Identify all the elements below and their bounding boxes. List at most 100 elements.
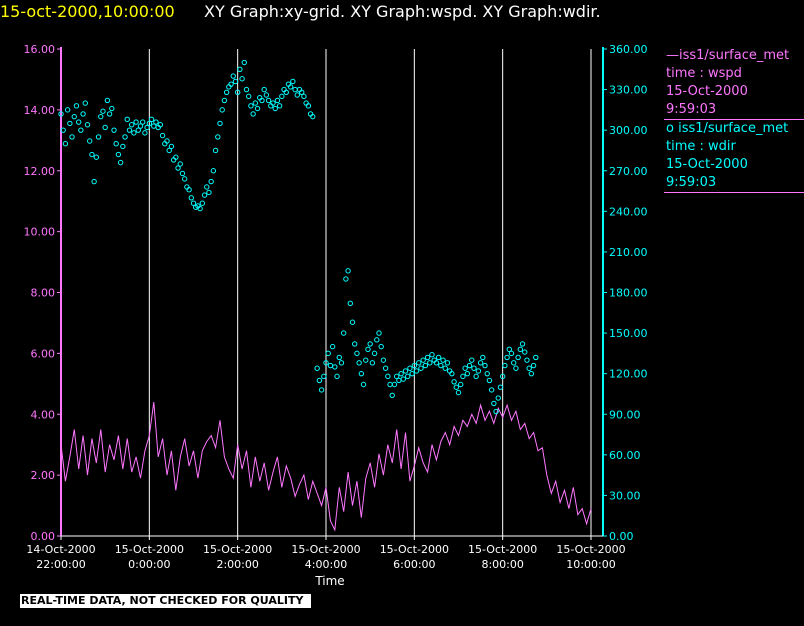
wdir-point	[528, 370, 535, 377]
wdir-point	[215, 134, 221, 140]
wdir-point	[318, 387, 325, 393]
wdir-point	[137, 123, 144, 129]
wdir-point	[533, 354, 539, 361]
wdir-point	[327, 362, 334, 369]
wdir-point	[115, 151, 122, 158]
wdir-point	[482, 362, 488, 369]
wdir-point	[453, 384, 459, 390]
wdir-point	[80, 111, 86, 117]
wdir-point	[502, 362, 508, 369]
wdir-point	[371, 350, 378, 357]
wdir-point	[477, 360, 484, 366]
x-tick-label-date: 15-Oct-2000	[115, 543, 184, 556]
wdir-point	[400, 376, 406, 382]
wdir-point	[84, 122, 91, 128]
x-tick-label-time: 6:00:00	[393, 558, 435, 571]
wdir-point	[511, 360, 517, 366]
wdir-point	[497, 384, 504, 390]
x-tick-label-time: 0:00:00	[128, 558, 170, 571]
wdir-point	[95, 134, 102, 140]
right-tick-label: 180.00	[609, 287, 648, 300]
right-tick-label: 360.00	[609, 43, 648, 56]
wdir-point	[343, 276, 349, 282]
wdir-point	[67, 120, 73, 127]
left-tick-label: 2.00	[31, 469, 56, 482]
legend-wdir-date: 15-Oct-2000	[666, 157, 748, 172]
wdir-point	[120, 143, 126, 150]
wdir-point	[508, 350, 515, 357]
wdir-point	[466, 362, 473, 369]
wdir-point	[449, 370, 455, 377]
legend-wdir-time: 9:59:03	[666, 175, 717, 190]
wdir-point	[471, 365, 477, 371]
wdir-point	[234, 89, 241, 95]
wdir-point	[181, 176, 188, 182]
graph-title: XY Graph:xy-grid. XY Graph:wspd. XY Grap…	[204, 2, 601, 21]
right-tick-label: 0.00	[609, 530, 634, 543]
wdir-point	[332, 364, 338, 370]
wdir-point	[135, 127, 141, 133]
wdir-point	[486, 377, 493, 384]
wdir-point	[179, 170, 186, 177]
wdir-point	[279, 93, 285, 100]
wdir-point	[82, 100, 88, 106]
wdir-point	[310, 113, 316, 120]
wdir-point	[376, 330, 382, 336]
wdir-point	[62, 140, 69, 147]
wdir-point	[157, 122, 164, 128]
wdir-point	[248, 103, 254, 109]
wdir-point	[106, 111, 113, 117]
x-tick-label-time: 2:00:00	[216, 558, 258, 571]
wdir-point	[519, 341, 526, 347]
right-tick-label: 150.00	[609, 327, 648, 340]
wdir-point	[338, 360, 345, 366]
wdir-point	[418, 365, 424, 371]
legend-wspd-name: —iss1/surface_met	[666, 48, 790, 63]
wdir-point	[186, 186, 192, 193]
wdir-point	[122, 134, 128, 140]
left-tick-label: 8.00	[31, 287, 56, 300]
wdir-point	[270, 100, 276, 106]
wdir-point	[444, 360, 451, 366]
wdir-point	[506, 346, 512, 353]
wdir-point	[504, 354, 510, 361]
left-tick-label: 4.00	[31, 408, 56, 421]
wdir-point	[517, 346, 524, 353]
wdir-point	[416, 360, 422, 366]
wdir-point	[438, 362, 444, 369]
wdir-point	[243, 86, 250, 93]
wdir-point	[274, 97, 281, 104]
wdir-point	[164, 138, 170, 144]
x-tick-label-time: 8:00:00	[481, 558, 523, 571]
x-tick-label-date: 15-Oct-2000	[291, 543, 360, 556]
wdir-point	[429, 352, 435, 358]
wdir-point	[323, 360, 329, 366]
wdir-point	[407, 365, 413, 371]
wdir-point	[455, 389, 462, 396]
wdir-point	[488, 387, 495, 393]
wdir-point	[530, 362, 537, 369]
right-tick-label: 60.00	[609, 449, 641, 462]
wdir-point	[409, 370, 415, 377]
timestamp-label: 15-oct-2000,10:00:00	[0, 2, 175, 21]
wdir-point	[396, 377, 402, 384]
wdir-point	[433, 360, 440, 366]
wdir-point	[230, 73, 236, 79]
legend-wdir-var: time : wdir	[666, 139, 736, 154]
wdir-point	[204, 184, 210, 190]
left-tick-label: 12.00	[24, 165, 56, 178]
grid-lines	[148, 49, 592, 536]
wdir-point	[241, 59, 247, 66]
wdir-point	[363, 357, 369, 363]
wdir-point	[177, 161, 183, 167]
quality-disclaimer: REAL-TIME DATA, NOT CHECKED FOR QUALITY	[20, 594, 311, 608]
wdir-point	[146, 120, 153, 127]
wdir-point	[345, 268, 351, 274]
wdir-point	[272, 105, 278, 112]
right-tick-label: 270.00	[609, 165, 648, 178]
wdir-point	[405, 373, 411, 380]
wdir-point	[515, 354, 521, 361]
wdir-point	[292, 86, 298, 93]
wdir-point	[340, 330, 347, 336]
